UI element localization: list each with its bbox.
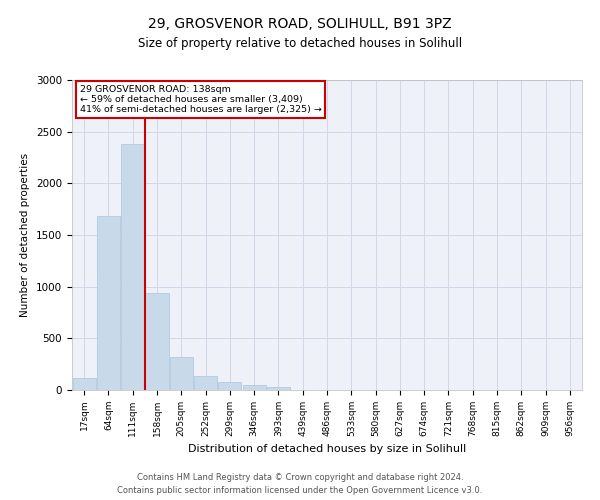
Bar bbox=[73, 378, 95, 390]
Text: 29, GROSVENOR ROAD, SOLIHULL, B91 3PZ: 29, GROSVENOR ROAD, SOLIHULL, B91 3PZ bbox=[148, 18, 452, 32]
Text: Contains HM Land Registry data © Crown copyright and database right 2024.
Contai: Contains HM Land Registry data © Crown c… bbox=[118, 474, 482, 495]
Y-axis label: Number of detached properties: Number of detached properties bbox=[20, 153, 31, 317]
Text: Size of property relative to detached houses in Solihull: Size of property relative to detached ho… bbox=[138, 38, 462, 51]
Bar bbox=[97, 216, 120, 390]
Bar bbox=[218, 382, 241, 390]
Bar bbox=[267, 388, 290, 390]
Bar bbox=[121, 144, 144, 390]
Bar bbox=[170, 357, 193, 390]
X-axis label: Distribution of detached houses by size in Solihull: Distribution of detached houses by size … bbox=[188, 444, 466, 454]
Text: 29 GROSVENOR ROAD: 138sqm
← 59% of detached houses are smaller (3,409)
41% of se: 29 GROSVENOR ROAD: 138sqm ← 59% of detac… bbox=[80, 84, 322, 114]
Bar bbox=[194, 376, 217, 390]
Bar bbox=[242, 385, 266, 390]
Bar bbox=[145, 293, 169, 390]
